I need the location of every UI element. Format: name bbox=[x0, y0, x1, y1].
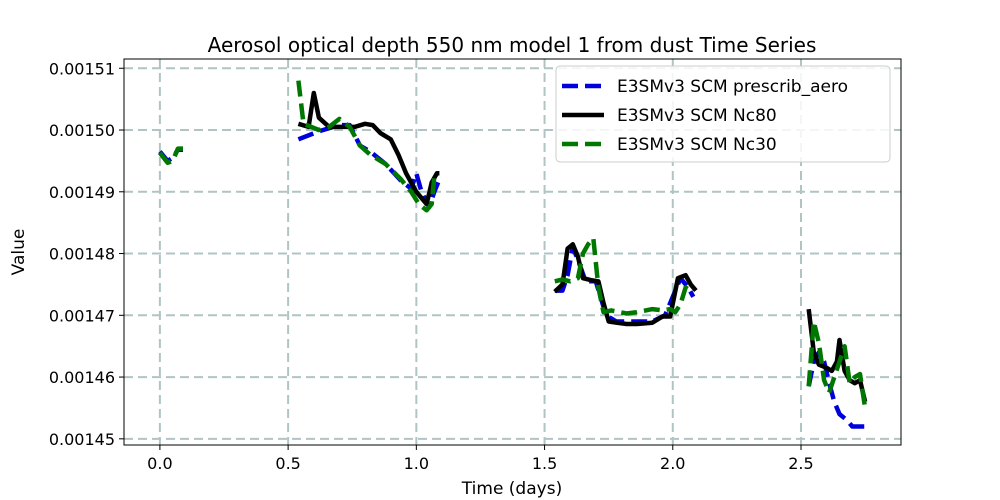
x-tick-label: 1.5 bbox=[532, 454, 557, 473]
legend-label: E3SMv3 SCM prescrib_aero bbox=[617, 77, 848, 97]
series-line-segment bbox=[553, 242, 698, 327]
legend-label: E3SMv3 SCM Nc80 bbox=[617, 106, 777, 126]
y-axis: 0.00145 0.00146 0.00147 0.00148 0.00149 0.001… bbox=[49, 59, 124, 449]
x-tick-label: 0.0 bbox=[147, 454, 172, 473]
series-3 bbox=[158, 80, 868, 409]
chart-title: Aerosol optical depth 550 nm model 1 fro… bbox=[208, 33, 817, 57]
x-axis: 0.0 0.5 1.0 1.5 2.0 2.5 bbox=[147, 445, 814, 473]
x-tick-label: 1.0 bbox=[404, 454, 429, 473]
y-tick-label: 0.00148 bbox=[49, 245, 115, 264]
series-line-segment bbox=[554, 245, 696, 324]
plot-area-frame bbox=[123, 58, 902, 446]
series-2 bbox=[297, 90, 868, 403]
series-line-segment bbox=[806, 308, 868, 403]
series-lines bbox=[158, 80, 868, 429]
series-line-segment bbox=[806, 350, 868, 429]
y-axis-label: Value bbox=[9, 229, 29, 276]
x-tick-label: 2.0 bbox=[660, 454, 685, 473]
x-tick-label: 2.5 bbox=[788, 454, 813, 473]
x-tick-label: 0.5 bbox=[275, 454, 300, 473]
series-line-segment bbox=[296, 80, 437, 213]
y-tick-label: 0.00145 bbox=[49, 430, 115, 449]
y-tick-label: 0.00146 bbox=[49, 368, 115, 387]
y-tick-label: 0.00151 bbox=[49, 59, 115, 78]
series-line-segment bbox=[158, 146, 183, 166]
series-1 bbox=[158, 122, 868, 429]
y-tick-label: 0.00147 bbox=[49, 306, 115, 325]
y-tick-label: 0.00149 bbox=[49, 183, 115, 202]
y-tick-label: 0.00150 bbox=[49, 121, 115, 140]
grid-lines bbox=[124, 59, 901, 445]
x-axis-label: Time (days) bbox=[461, 479, 562, 499]
series-line-segment bbox=[297, 90, 440, 207]
legend: E3SMv3 SCM prescrib_aero E3SMv3 SCM Nc80 E… bbox=[555, 65, 891, 163]
legend-box bbox=[555, 65, 891, 163]
legend-label: E3SMv3 SCM Nc30 bbox=[617, 135, 777, 155]
series-line-segment bbox=[554, 235, 692, 316]
series-line-segment bbox=[806, 319, 868, 409]
